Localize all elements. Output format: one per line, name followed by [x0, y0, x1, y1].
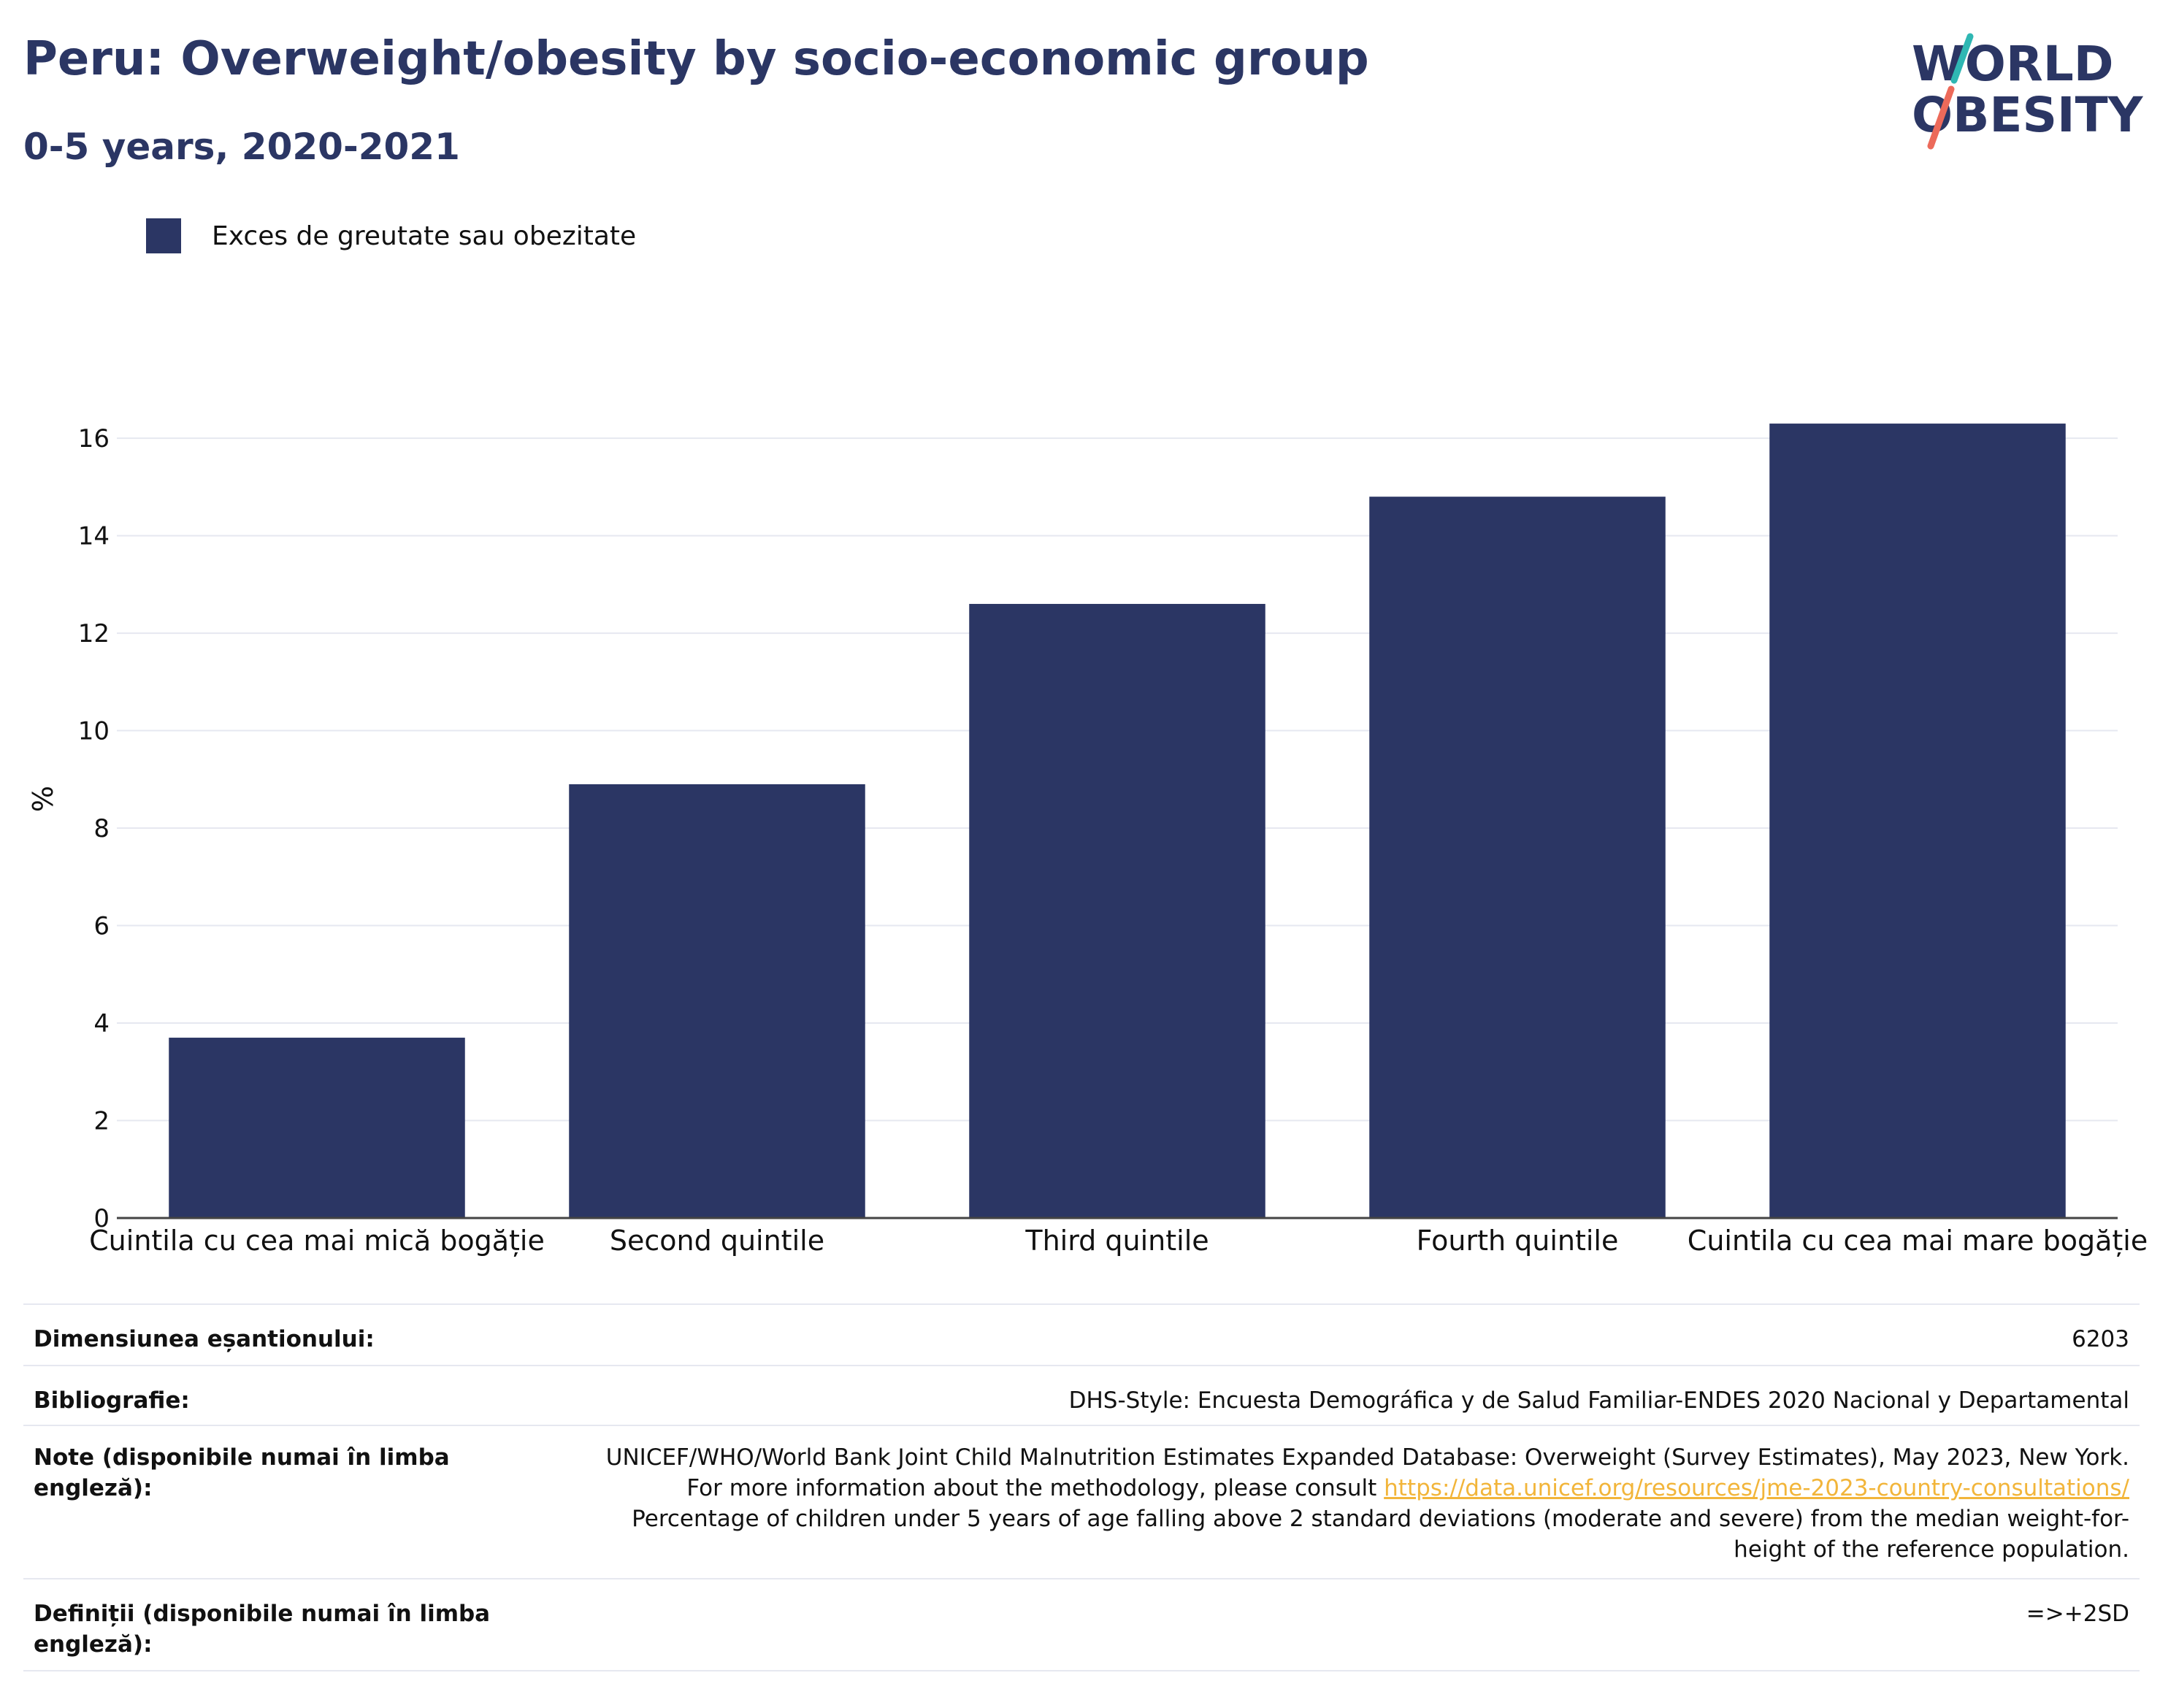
- notes-text-before: UNICEF/WHO/World Bank Joint Child Malnut…: [605, 1444, 2129, 1501]
- notes-value: UNICEF/WHO/World Bank Joint Child Malnut…: [596, 1442, 2129, 1563]
- y-tick-label: 8: [93, 814, 110, 843]
- y-axis-label: %: [27, 786, 59, 812]
- legend-label: Exces de greutate sau obezitate: [212, 221, 637, 251]
- y-tick-label: 10: [78, 717, 110, 746]
- x-tick-label: Cuintila cu cea mai mare bogăție: [1688, 1225, 2148, 1257]
- y-tick-label: 4: [93, 1009, 110, 1038]
- notes-link[interactable]: https://data.unicef.org/resources/jme-20…: [1384, 1475, 2129, 1501]
- chart-title: Peru: Overweight/obesity by socio-econom…: [23, 32, 1369, 86]
- logo-coral-stroke: [1927, 85, 1955, 150]
- sample-size-value: 6203: [2072, 1326, 2129, 1352]
- y-tick-label: 2: [93, 1107, 110, 1136]
- logo-line1: WORLD: [1912, 36, 2114, 92]
- chart-subtitle: 0-5 years, 2020-2021: [23, 126, 460, 168]
- y-tick-label: 0: [93, 1204, 110, 1233]
- x-tick-label: Third quintile: [1025, 1225, 1209, 1257]
- y-tick-label: 12: [78, 619, 110, 648]
- table-row-bibliography: Bibliografie: DHS-Style: Encuesta Demogr…: [23, 1366, 2140, 1426]
- chart-legend[interactable]: Exces de greutate sau obezitate: [146, 218, 636, 254]
- bar: [1769, 424, 2066, 1218]
- x-tick-label: Cuintila cu cea mai mică bogăție: [89, 1225, 545, 1257]
- bar: [969, 604, 1265, 1218]
- table-row-sample-size: Dimensiunea eșantionului: 6203: [23, 1305, 2140, 1366]
- bar-chart: 0 2 4 6 8 10 12 14 16% Cuintila cu cea mai mică b…: [27, 424, 2148, 1257]
- bibliography-label: Bibliografie:: [34, 1387, 190, 1414]
- bar: [1369, 497, 1666, 1218]
- sample-size-label: Dimensiunea eșantionului:: [34, 1326, 375, 1352]
- y-tick-label: 16: [78, 424, 110, 453]
- notes-text-after: Percentage of children under 5 years of …: [632, 1506, 2129, 1563]
- bibliography-value: DHS-Style: Encuesta Demográfica y de Sal…: [1068, 1387, 2129, 1414]
- y-tick-label: 14: [78, 522, 110, 551]
- world-obesity-logo: WORLD OBESITY: [1912, 33, 2144, 150]
- x-tick-label: Second quintile: [610, 1225, 824, 1257]
- table-row-definitions: Definiții (disponibile numai în limba en…: [23, 1579, 2140, 1671]
- y-tick-label: 6: [93, 912, 110, 941]
- logo-teal-stroke: [1950, 33, 1974, 84]
- table-row-notes: Note (disponibile numai în limba engleză…: [23, 1426, 2140, 1579]
- legend-swatch: [146, 218, 181, 253]
- x-tick-label: Fourth quintile: [1417, 1225, 1619, 1257]
- notes-label: Note (disponibile numai în limba engleză…: [34, 1444, 450, 1501]
- definitions-label: Definiții (disponibile numai în limba en…: [34, 1601, 491, 1658]
- info-table: Dimensiunea eșantionului: 6203 Bibliogra…: [23, 1303, 2140, 1671]
- bar: [569, 784, 865, 1218]
- definitions-value: =>+2SD: [2026, 1601, 2129, 1627]
- bar: [169, 1038, 465, 1218]
